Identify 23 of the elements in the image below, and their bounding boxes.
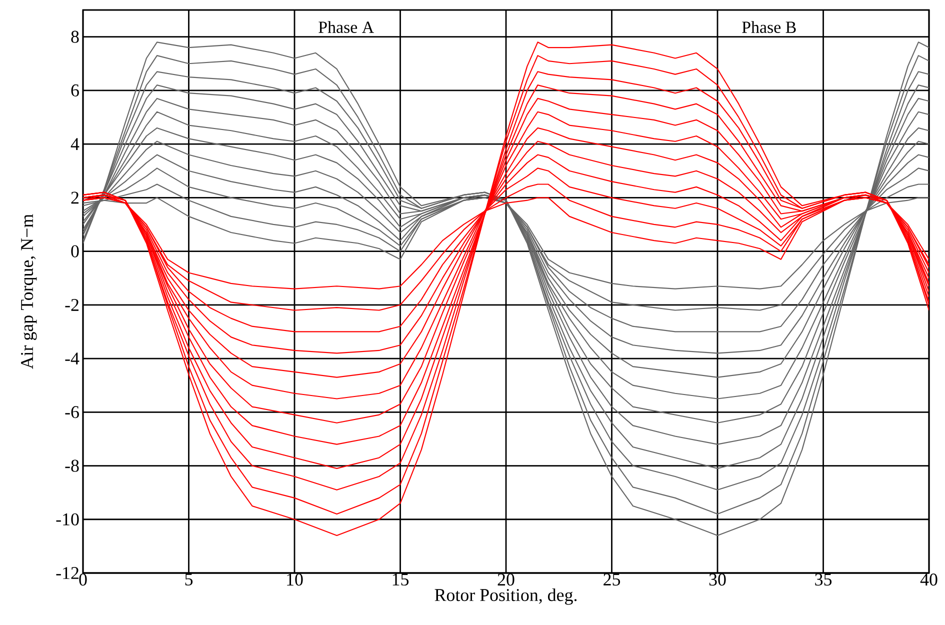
x-axis-title: Rotor Position, deg.: [434, 588, 577, 605]
x-tick-label: 30: [709, 574, 726, 586]
y-tick-label: -12: [56, 567, 78, 579]
annotation: Phase A: [318, 21, 374, 34]
y-tick-label: -4: [65, 352, 80, 364]
y-tick-label: 4: [70, 138, 80, 150]
y-tick-label: 2: [71, 192, 78, 204]
x-tick-label: 20: [498, 574, 514, 586]
x-tick-label: 35: [815, 574, 832, 586]
x-tick-label: 10: [287, 574, 303, 586]
x-tick-label: 15: [392, 574, 409, 586]
y-axis-title: Air gap Torque, N−m: [21, 214, 37, 369]
x-tick-label: 40: [920, 574, 938, 586]
y-tick-label: -8: [65, 460, 79, 472]
y-tick-label: -6: [65, 406, 79, 418]
x-tick-label: 25: [604, 574, 620, 586]
y-tick-label: -10: [56, 513, 79, 526]
y-tick-label: 8: [71, 30, 79, 43]
y-tick-label: 0: [71, 245, 79, 258]
annotation: Phase B: [742, 21, 796, 34]
y-tick-label: -2: [65, 298, 78, 311]
y-tick-label: 6: [71, 84, 79, 96]
x-tick-label: 5: [185, 574, 193, 586]
